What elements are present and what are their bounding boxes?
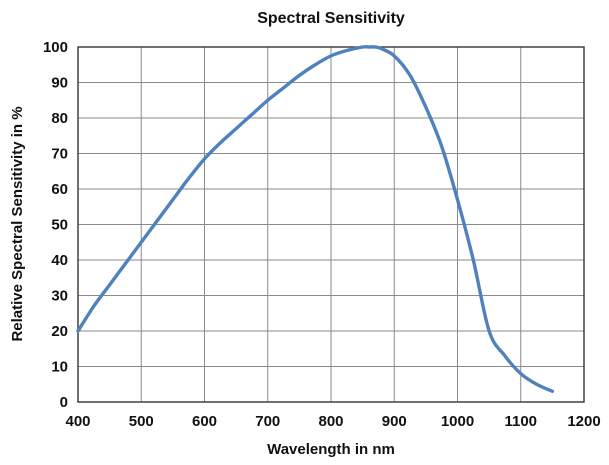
y-tick-label: 90 [51,75,68,92]
x-tick-label: 800 [318,413,343,430]
y-tick-label: 100 [43,39,68,56]
y-tick-label: 80 [51,110,68,127]
y-tick-label: 60 [51,181,68,198]
y-tick-label: 0 [60,394,68,411]
y-axis-label: Relative Spectral Sensitivity in % [9,106,26,341]
series-line-sensitivity [76,45,555,394]
y-tick-label: 40 [51,252,68,269]
x-tick-label: 700 [255,413,280,430]
y-tick-label: 30 [51,288,68,305]
x-tick-labels: 400 500 600 700 800 900 1000 1100 1200 [65,413,600,430]
x-tick-label: 1200 [567,413,600,430]
y-tick-label: 20 [51,323,68,340]
x-tick-label: 400 [65,413,90,430]
plot-area-frame [77,46,585,403]
x-tick-label: 600 [192,413,217,430]
x-tick-label: 900 [382,413,407,430]
x-axis-label: Wavelength in nm [267,441,395,458]
y-tick-labels: 0 10 20 30 40 50 60 70 80 90 100 [43,39,68,411]
x-tick-label: 1100 [504,413,537,430]
y-tick-label: 70 [51,146,68,163]
y-tick-label: 10 [51,359,68,376]
x-tick-label: 1000 [441,413,474,430]
chart-title: Spectral Sensitivity [257,10,405,27]
x-tick-label: 500 [129,413,154,430]
y-tick-label: 50 [51,217,68,234]
